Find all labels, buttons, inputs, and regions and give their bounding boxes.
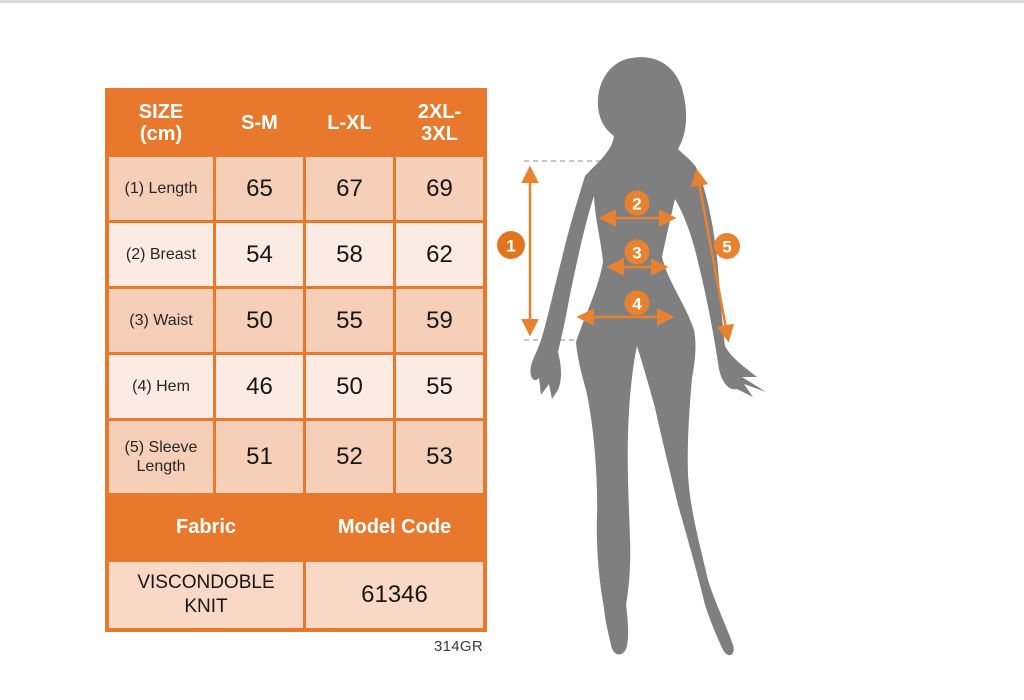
- marker-5-circle: [714, 233, 740, 259]
- size-unit-header: SIZE (cm): [109, 92, 213, 154]
- marker-2-circle: [624, 190, 650, 216]
- fabric-value-text: VISCONDOBLE KNIT: [137, 572, 275, 617]
- table-footer-header: Fabric Model Code: [109, 496, 483, 559]
- row-label-length: (1) Length: [109, 157, 213, 220]
- marker-1-badge: 1: [497, 231, 525, 259]
- marker-3-number: 3: [632, 244, 641, 263]
- marker-4-number: 4: [632, 295, 642, 314]
- value-sleeve-s-m: 51: [216, 421, 303, 493]
- value-breast-s-m: 54: [216, 223, 303, 286]
- marker-3-badge: 3: [624, 239, 650, 265]
- body-silhouette: [530, 57, 766, 656]
- marker-4-badge: 4: [624, 290, 650, 316]
- row-label-sleeve-length: (5) Sleeve Length: [109, 421, 213, 493]
- value-waist-l-xl: 55: [306, 289, 393, 352]
- column-header-s-m: S-M: [241, 111, 278, 134]
- top-border-line: [0, 0, 1024, 3]
- sleeve-arrow: [690, 168, 735, 343]
- value-waist-s-m: 50: [216, 289, 303, 352]
- value-length-s-m: 65: [216, 157, 303, 220]
- marker-2-badge: 2: [624, 190, 650, 216]
- value-waist-2xl-3xl: 59: [396, 289, 483, 352]
- marker-1-number: 1: [506, 237, 515, 256]
- size-header-line2: (cm): [139, 123, 183, 145]
- value-hem-l-xl: 50: [306, 355, 393, 418]
- row-label-hem: (4) Hem: [109, 355, 213, 418]
- marker-5-badge: 5: [714, 233, 740, 259]
- row-label-breast: (2) Breast: [109, 223, 213, 286]
- fabric-header-label: Fabric: [175, 516, 237, 538]
- size-header-line1: SIZE: [138, 100, 184, 123]
- marker-1-circle: [497, 231, 525, 259]
- marker-4-circle: [624, 290, 650, 316]
- product-code-label: 314GR: [433, 638, 483, 655]
- column-header-2xl-3xl-label: 2XL-3XL: [417, 100, 462, 145]
- column-header-l-xl: L-XL: [327, 111, 372, 134]
- value-breast-l-xl: 58: [306, 223, 393, 286]
- value-hem-s-m: 46: [216, 355, 303, 418]
- marker-5-number: 5: [722, 238, 731, 257]
- model-code-value: 61346: [306, 562, 483, 628]
- model-code-header-label: Model Code: [337, 516, 452, 538]
- value-length-l-xl: 67: [306, 157, 393, 220]
- value-sleeve-l-xl: 52: [306, 421, 393, 493]
- size-chart-table: SIZE (cm) S-M L-XL 2XL-3XL (1) Length 65…: [105, 88, 487, 632]
- value-sleeve-2xl-3xl: 53: [396, 421, 483, 493]
- fabric-value: VISCONDOBLE KNIT: [109, 562, 303, 628]
- value-length-2xl-3xl: 69: [396, 157, 483, 220]
- marker-2-number: 2: [632, 195, 641, 214]
- value-breast-2xl-3xl: 62: [396, 223, 483, 286]
- marker-3-circle: [624, 239, 650, 265]
- column-header-2xl-3xl: 2XL-3XL: [396, 92, 483, 154]
- value-hem-2xl-3xl: 55: [396, 355, 483, 418]
- row-label-waist: (3) Waist: [109, 289, 213, 352]
